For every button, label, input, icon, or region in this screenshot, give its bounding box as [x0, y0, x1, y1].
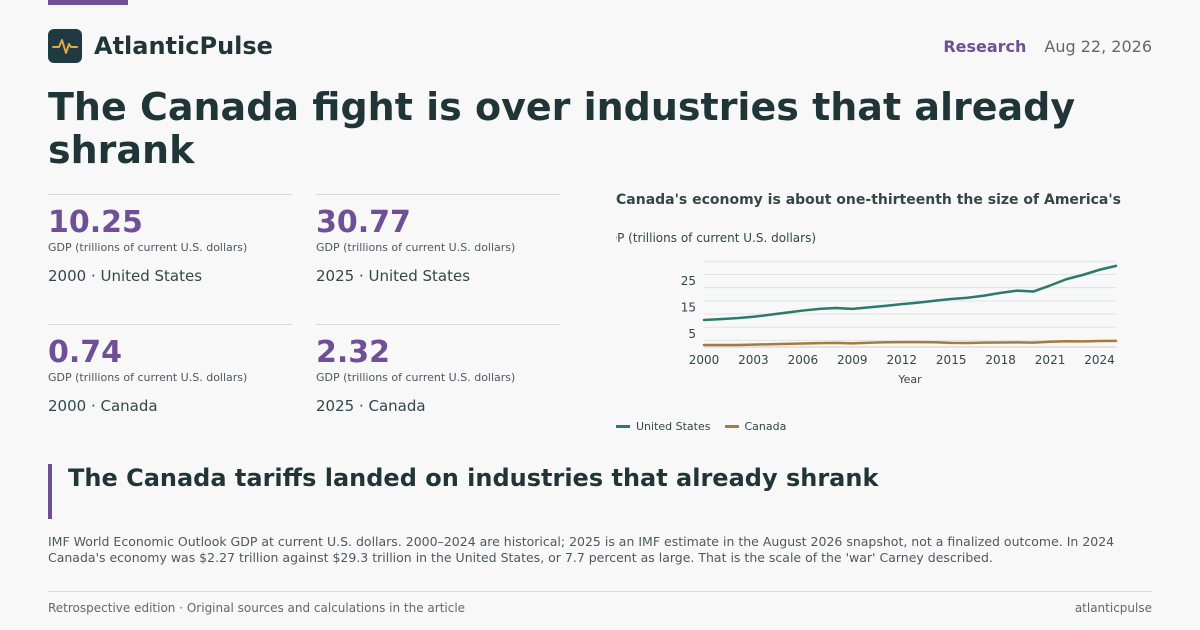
- y-tick-label: 15: [681, 300, 696, 314]
- chart-title: Canada's economy is about one-thirteenth…: [616, 192, 1121, 208]
- stat-value: 30.77: [316, 205, 411, 240]
- gdp-line-chart: 5 15 25 2000 2003 2006 2009 2012 2015 2018 2021 202…: [681, 260, 1118, 386]
- stat-value: 0.74: [48, 335, 123, 370]
- x-axis-label: Year: [897, 373, 922, 386]
- section-link[interactable]: Research: [943, 36, 1027, 56]
- legend-swatch: [616, 425, 630, 428]
- x-tick-label: 2003: [738, 353, 769, 367]
- stat-label: 2025 · Canada: [316, 397, 426, 415]
- series-line-canada: [702, 339, 1118, 347]
- publish-date: Aug 22, 2026: [1044, 36, 1152, 56]
- x-tick-label: 2012: [886, 353, 917, 367]
- y-tick-label: 25: [681, 274, 696, 288]
- article-meta: Research Aug 22, 2026: [943, 37, 1152, 56]
- stat-label: 2000 · United States: [48, 267, 203, 285]
- y-tick-label: 5: [688, 327, 696, 341]
- stat-unit: GDP (trillions of current U.S. dollars): [48, 371, 248, 384]
- footer: Retrospective edition · Original sources…: [48, 591, 1152, 615]
- stat-card: 30.77 GDP (trillions of current U.S. dol…: [316, 194, 560, 285]
- stat-unit: GDP (trillions of current U.S. dollars): [316, 371, 516, 384]
- site-header: AtlanticPulse Research Aug 22, 2026: [48, 28, 1152, 64]
- x-tick-label: 2024: [1084, 353, 1115, 367]
- stat-card: 2.32 GDP (trillions of current U.S. doll…: [316, 324, 560, 415]
- x-tick-label: 2021: [1035, 353, 1066, 367]
- footer-site-link[interactable]: atlanticpulse: [1074, 601, 1152, 615]
- stat-unit: GDP (trillions of current U.S. dollars): [316, 241, 516, 254]
- brand-name: AtlanticPulse: [94, 32, 273, 60]
- stat-label: 2000 · Canada: [48, 397, 158, 415]
- stat-label: 2025 · United States: [316, 267, 471, 285]
- chart-y-axis-label: GDP (trillions of current U.S. dollars): [616, 231, 816, 245]
- chart-legend: United States Canada: [616, 420, 786, 433]
- legend-item: United States: [616, 420, 711, 433]
- subhead: The Canada tariffs landed on industries …: [68, 464, 879, 492]
- brand[interactable]: AtlanticPulse: [48, 29, 273, 63]
- x-tick-label: 2000: [689, 353, 720, 367]
- x-tick-label: 2015: [936, 353, 967, 367]
- x-tick-label: 2006: [788, 353, 819, 367]
- legend-label: United States: [636, 420, 711, 433]
- pulse-icon: [48, 29, 82, 63]
- stat-unit: GDP (trillions of current U.S. dollars): [48, 241, 248, 254]
- series-line-united-states: [702, 264, 1118, 322]
- stat-card: 0.74 GDP (trillions of current U.S. doll…: [48, 324, 292, 415]
- stat-card: 10.25 GDP (trillions of current U.S. dol…: [48, 194, 292, 285]
- legend-swatch: [724, 425, 739, 428]
- subhead-block: The Canada tariffs landed on industries …: [48, 464, 878, 519]
- top-accent-bar: [48, 0, 128, 5]
- legend-item: Canada: [724, 420, 787, 433]
- stat-value: 2.32: [316, 335, 391, 370]
- headline: The Canada fight is over industries that…: [48, 85, 1076, 172]
- x-tick-label: 2018: [985, 353, 1016, 367]
- stat-value: 10.25: [48, 205, 143, 240]
- body-text: IMF World Economic Outlook GDP at curren…: [48, 534, 1115, 565]
- legend-label: Canada: [744, 420, 787, 433]
- footer-note: Retrospective edition · Original sources…: [48, 601, 466, 615]
- x-tick-label: 2009: [837, 353, 868, 367]
